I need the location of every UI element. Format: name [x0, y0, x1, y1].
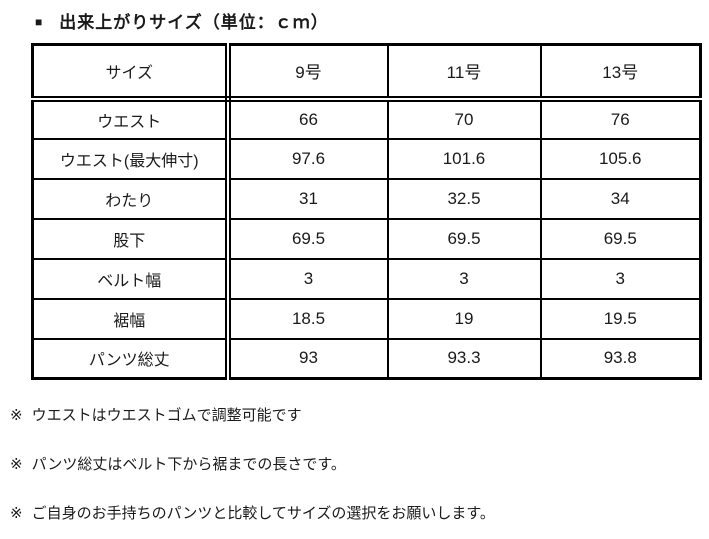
row-label: 裾幅 [31, 297, 231, 340]
table-row-belt-width: ベルト幅 3 3 3 [31, 257, 702, 300]
cell-value: 19.5 [539, 297, 702, 340]
cell-value: 93.3 [386, 337, 542, 380]
row-label: わたり [31, 177, 231, 220]
note-text: ご自身のお手持ちのパンツと比較してサイズの選択をお願いします。 [31, 505, 495, 522]
header-col-size11: 11号 [386, 43, 542, 102]
row-label: ベルト幅 [31, 257, 231, 300]
cell-value: 97.6 [226, 137, 389, 180]
cell-value: 93 [226, 337, 389, 380]
cell-value: 69.5 [539, 217, 702, 260]
table-row-hem-width: 裾幅 18.5 19 19.5 [31, 297, 702, 340]
cell-value: 93.8 [539, 337, 702, 380]
note-text: パンツ総丈はベルト下から裾までの長さです。 [31, 456, 346, 473]
cell-value: 76 [539, 97, 702, 140]
row-label: ウエスト [31, 97, 231, 140]
reference-mark-icon: ※ [10, 456, 23, 473]
cell-value: 69.5 [386, 217, 542, 260]
section-title-text: 出来上がりサイズ（単位：ｃｍ） [59, 13, 329, 32]
cell-value: 101.6 [386, 137, 542, 180]
header-size-label: サイズ [31, 43, 231, 102]
cell-value: 3 [386, 257, 542, 300]
table-row-thigh: わたり 31 32.5 34 [31, 177, 702, 220]
size-table: サイズ 9号 11号 13号 ウエスト 66 70 76 ウエスト(最大伸寸) … [31, 43, 702, 380]
cell-value: 3 [539, 257, 702, 300]
cell-value: 69.5 [226, 217, 389, 260]
note-compare-own-pants: ※ ご自身のお手持ちのパンツと比較してサイズの選択をお願いします。 [10, 502, 709, 523]
cell-value: 31 [226, 177, 389, 220]
cell-value: 32.5 [386, 177, 542, 220]
row-label: パンツ総丈 [31, 337, 231, 380]
square-bullet-icon: ■ [35, 15, 44, 29]
note-text: ウエストはウエストゴムで調整可能です [31, 407, 302, 424]
table-row-waist: ウエスト 66 70 76 [31, 97, 702, 140]
section-title: ■ 出来上がりサイズ（単位：ｃｍ） [0, 0, 709, 33]
row-label: ウエスト(最大伸寸) [31, 137, 231, 180]
note-total-length-measure: ※ パンツ総丈はベルト下から裾までの長さです。 [10, 453, 709, 474]
header-col-size13: 13号 [539, 43, 702, 102]
cell-value: 3 [226, 257, 389, 300]
cell-value: 18.5 [226, 297, 389, 340]
header-col-size9: 9号 [226, 43, 389, 102]
table-row-total-length: パンツ総丈 93 93.3 93.8 [31, 337, 702, 380]
row-label: 股下 [31, 217, 231, 260]
cell-value: 34 [539, 177, 702, 220]
cell-value: 19 [386, 297, 542, 340]
cell-value: 105.6 [539, 137, 702, 180]
reference-mark-icon: ※ [10, 407, 23, 424]
reference-mark-icon: ※ [10, 505, 23, 522]
cell-value: 70 [386, 97, 542, 140]
notes-section: ※ ウエストはウエストゴムで調整可能です ※ パンツ総丈はベルト下から裾までの長さで… [10, 404, 709, 523]
table-row-inseam: 股下 69.5 69.5 69.5 [31, 217, 702, 260]
table-header-row: サイズ 9号 11号 13号 [31, 43, 702, 102]
note-waist-elastic: ※ ウエストはウエストゴムで調整可能です [10, 404, 709, 425]
cell-value: 66 [226, 97, 389, 140]
table-row-waist-max-stretch: ウエスト(最大伸寸) 97.6 101.6 105.6 [31, 137, 702, 180]
